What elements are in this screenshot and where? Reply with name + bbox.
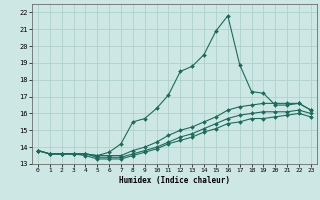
X-axis label: Humidex (Indice chaleur): Humidex (Indice chaleur) [119,176,230,185]
